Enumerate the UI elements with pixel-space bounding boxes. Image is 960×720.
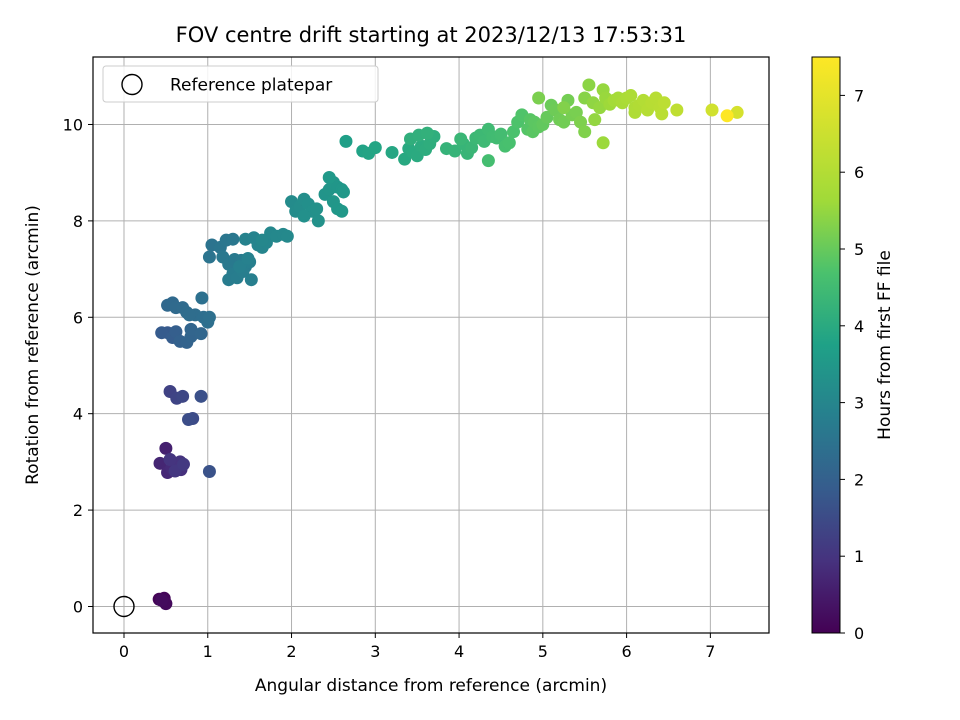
scatter-point	[176, 389, 190, 403]
y-axis-label: Rotation from reference (arcmin)	[23, 205, 43, 485]
scatter-point	[502, 136, 516, 150]
scatter-point	[655, 107, 669, 121]
scatter-point	[582, 78, 596, 92]
scatter-point	[297, 209, 311, 223]
y-tick-label: 2	[73, 501, 83, 520]
legend-entry-reference: Reference platepar	[170, 76, 332, 96]
scatter-point	[241, 251, 255, 265]
scatter-point	[368, 141, 382, 155]
scatter-point	[720, 109, 734, 123]
colorbar: 0 1 2 3 4 5 6 7 Hours from first FF file	[811, 56, 895, 643]
x-tick-label: 6	[622, 642, 632, 661]
scatter-point	[311, 214, 325, 228]
x-axis-ticks: 0 1 2 3 4 5 6 7	[119, 633, 715, 661]
scatter-point	[184, 322, 198, 336]
scatter-point	[336, 185, 350, 199]
colorbar-tick-label: 3	[854, 394, 864, 413]
colorbar-tick-label: 2	[854, 470, 864, 489]
scatter-point	[578, 125, 592, 139]
x-tick-label: 0	[119, 642, 129, 661]
scatter-point	[153, 456, 167, 470]
legend-reference-marker	[121, 73, 143, 96]
y-tick-label: 10	[63, 115, 83, 134]
colorbar-tick-label: 4	[854, 317, 864, 336]
reference-marker-group	[113, 595, 135, 618]
scatter-point	[335, 204, 349, 218]
scatter-point	[596, 136, 610, 150]
scatter-point	[557, 101, 571, 115]
scatter-point	[181, 412, 195, 426]
scatter-point	[494, 127, 508, 141]
scatter-point	[194, 327, 208, 341]
x-tick-label: 7	[705, 642, 715, 661]
colorbar-tick-label: 1	[854, 547, 864, 566]
y-tick-label: 0	[73, 597, 83, 616]
x-tick-label: 1	[203, 642, 213, 661]
scatter-point	[202, 310, 216, 324]
legend: Reference platepar	[102, 65, 379, 103]
scatter-point	[588, 113, 602, 127]
colorbar-gradient	[811, 56, 841, 634]
y-tick-label: 8	[73, 212, 83, 231]
scatter-point	[226, 232, 240, 246]
scatter-point	[163, 452, 177, 466]
scatter-point	[255, 233, 269, 247]
x-tick-label: 2	[286, 642, 296, 661]
scatter-point	[339, 134, 353, 148]
scatter-point	[385, 145, 399, 159]
scatter-point	[593, 101, 607, 115]
y-tick-label: 4	[73, 405, 83, 424]
scatter-point	[159, 441, 173, 455]
scatter-point	[176, 457, 190, 471]
scatter-point	[454, 132, 468, 146]
scatter-point	[624, 89, 638, 103]
scatter-point	[481, 154, 495, 168]
x-tick-label: 5	[538, 642, 548, 661]
legend-box	[102, 65, 379, 103]
scatter-point	[194, 389, 208, 403]
scatter-point	[670, 103, 684, 117]
scatter-point	[155, 326, 169, 340]
y-tick-label: 6	[73, 308, 83, 327]
x-axis-label: Angular distance from reference (arcmin)	[255, 676, 607, 696]
scatter-point	[233, 260, 247, 274]
reference-platepar-marker	[113, 595, 135, 618]
colorbar-ticks: 0 1 2 3 4 5 6 7	[840, 86, 864, 643]
scatter-point	[310, 202, 324, 216]
scatter-point	[155, 593, 169, 607]
y-axis-ticks: 0 2 4 6 8 10	[63, 115, 93, 616]
colorbar-tick-label: 5	[854, 240, 864, 259]
x-tick-label: 3	[370, 642, 380, 661]
scatter-point	[202, 465, 216, 479]
scatter-point	[730, 105, 744, 119]
scatter-point	[202, 250, 216, 264]
scatter-point	[244, 273, 258, 287]
scatter-point	[322, 171, 336, 185]
scatter-point	[705, 103, 719, 117]
scatter-point	[182, 308, 196, 322]
scatter-point	[532, 91, 546, 105]
plot-frame	[92, 56, 770, 634]
colorbar-tick-label: 6	[854, 163, 864, 182]
scatter-point	[420, 126, 434, 140]
colorbar-tick-label: 7	[854, 86, 864, 105]
colorbar-tick-label: 0	[854, 624, 864, 643]
colorbar-label: Hours from first FF file	[875, 250, 895, 440]
chart-title: FOV centre drift starting at 2023/12/13 …	[176, 23, 687, 47]
data-points	[152, 78, 744, 611]
scatter-point	[195, 291, 209, 305]
x-tick-label: 4	[454, 642, 464, 661]
scatter-point	[657, 96, 671, 110]
scatter-point	[280, 229, 294, 243]
